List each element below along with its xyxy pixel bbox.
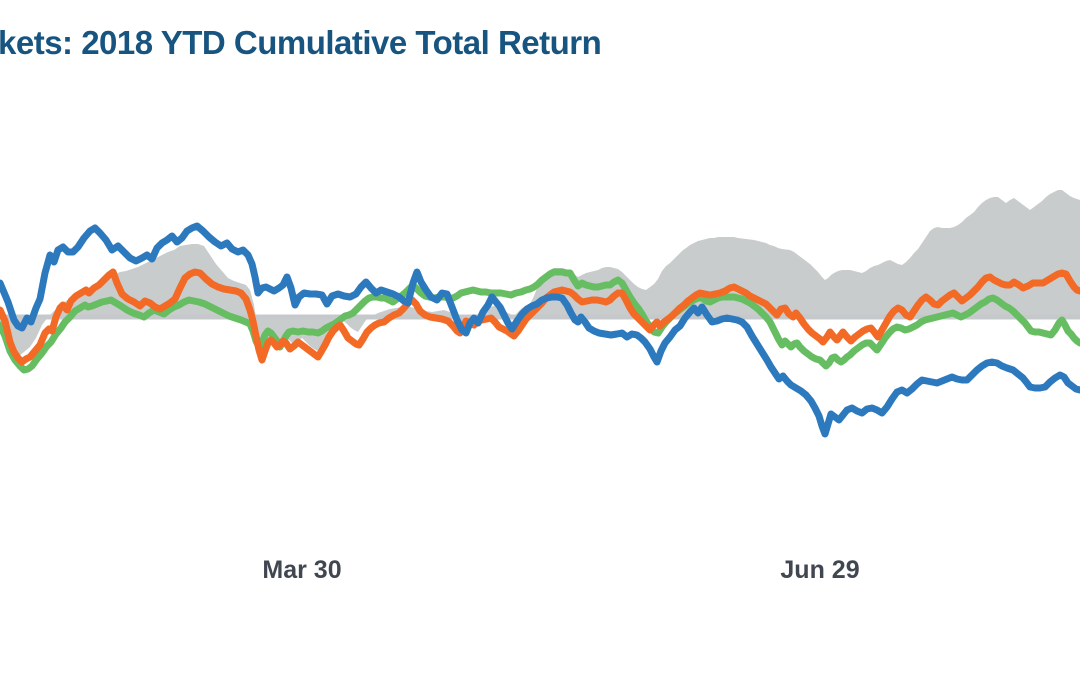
blue-line-series-sp-em [0, 222, 1080, 438]
x-tick-mar-30: Mar 30 [262, 556, 342, 584]
orange-line-series-sp-global-1200 [0, 268, 1080, 366]
gray-area-series [0, 190, 1080, 357]
x-tick-jun-29: Jun 29 [780, 556, 860, 584]
chart-title: kets: 2018 YTD Cumulative Total Return [0, 24, 602, 61]
legend: C S&P EM S&P Global 1200 [0, 620, 1080, 660]
green-line-series [0, 268, 1080, 374]
